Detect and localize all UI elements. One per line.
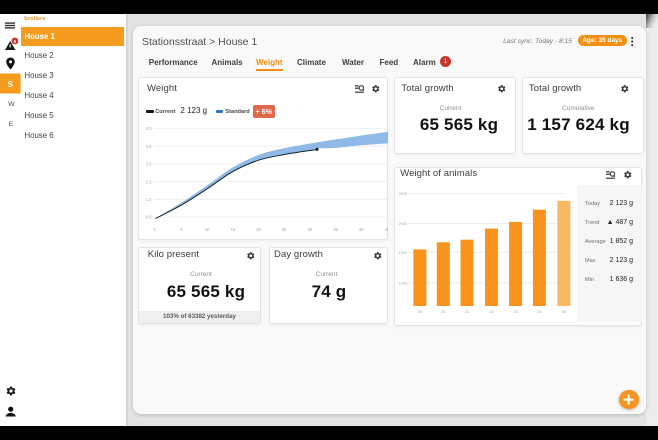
svg-text:31: 31 <box>465 309 470 314</box>
svg-text:25: 25 <box>282 227 287 232</box>
svg-text:2000: 2000 <box>399 222 407 226</box>
svg-text:2500: 2500 <box>399 192 407 196</box>
svg-text:3.0: 3.0 <box>146 126 152 131</box>
svg-text:20: 20 <box>256 227 261 232</box>
svg-text:35: 35 <box>562 309 567 314</box>
svg-text:35: 35 <box>333 227 338 232</box>
svg-text:40: 40 <box>359 227 364 232</box>
svg-text:33: 33 <box>513 309 518 314</box>
svg-text:30: 30 <box>308 227 313 232</box>
svg-text:10: 10 <box>205 227 210 232</box>
svg-text:W: W <box>8 101 15 108</box>
svg-text:E: E <box>9 121 14 128</box>
svg-text:2.0: 2.0 <box>146 162 152 167</box>
svg-text:1500: 1500 <box>399 251 407 255</box>
svg-text:45: 45 <box>385 227 388 232</box>
svg-text:S: S <box>8 80 14 89</box>
svg-text:2.5: 2.5 <box>146 144 152 149</box>
svg-text:0.5: 0.5 <box>146 215 152 220</box>
svg-text:1.5: 1.5 <box>146 179 152 184</box>
svg-text:29: 29 <box>418 309 423 314</box>
svg-text:30: 30 <box>441 309 446 314</box>
svg-text:1000: 1000 <box>399 282 407 286</box>
svg-text:34: 34 <box>537 309 542 314</box>
svg-text:5: 5 <box>180 227 183 232</box>
svg-text:32: 32 <box>489 309 494 314</box>
svg-text:0: 0 <box>153 227 156 232</box>
svg-text:15: 15 <box>231 227 236 232</box>
svg-text:5: 5 <box>14 39 17 44</box>
svg-text:1.0: 1.0 <box>146 197 152 202</box>
